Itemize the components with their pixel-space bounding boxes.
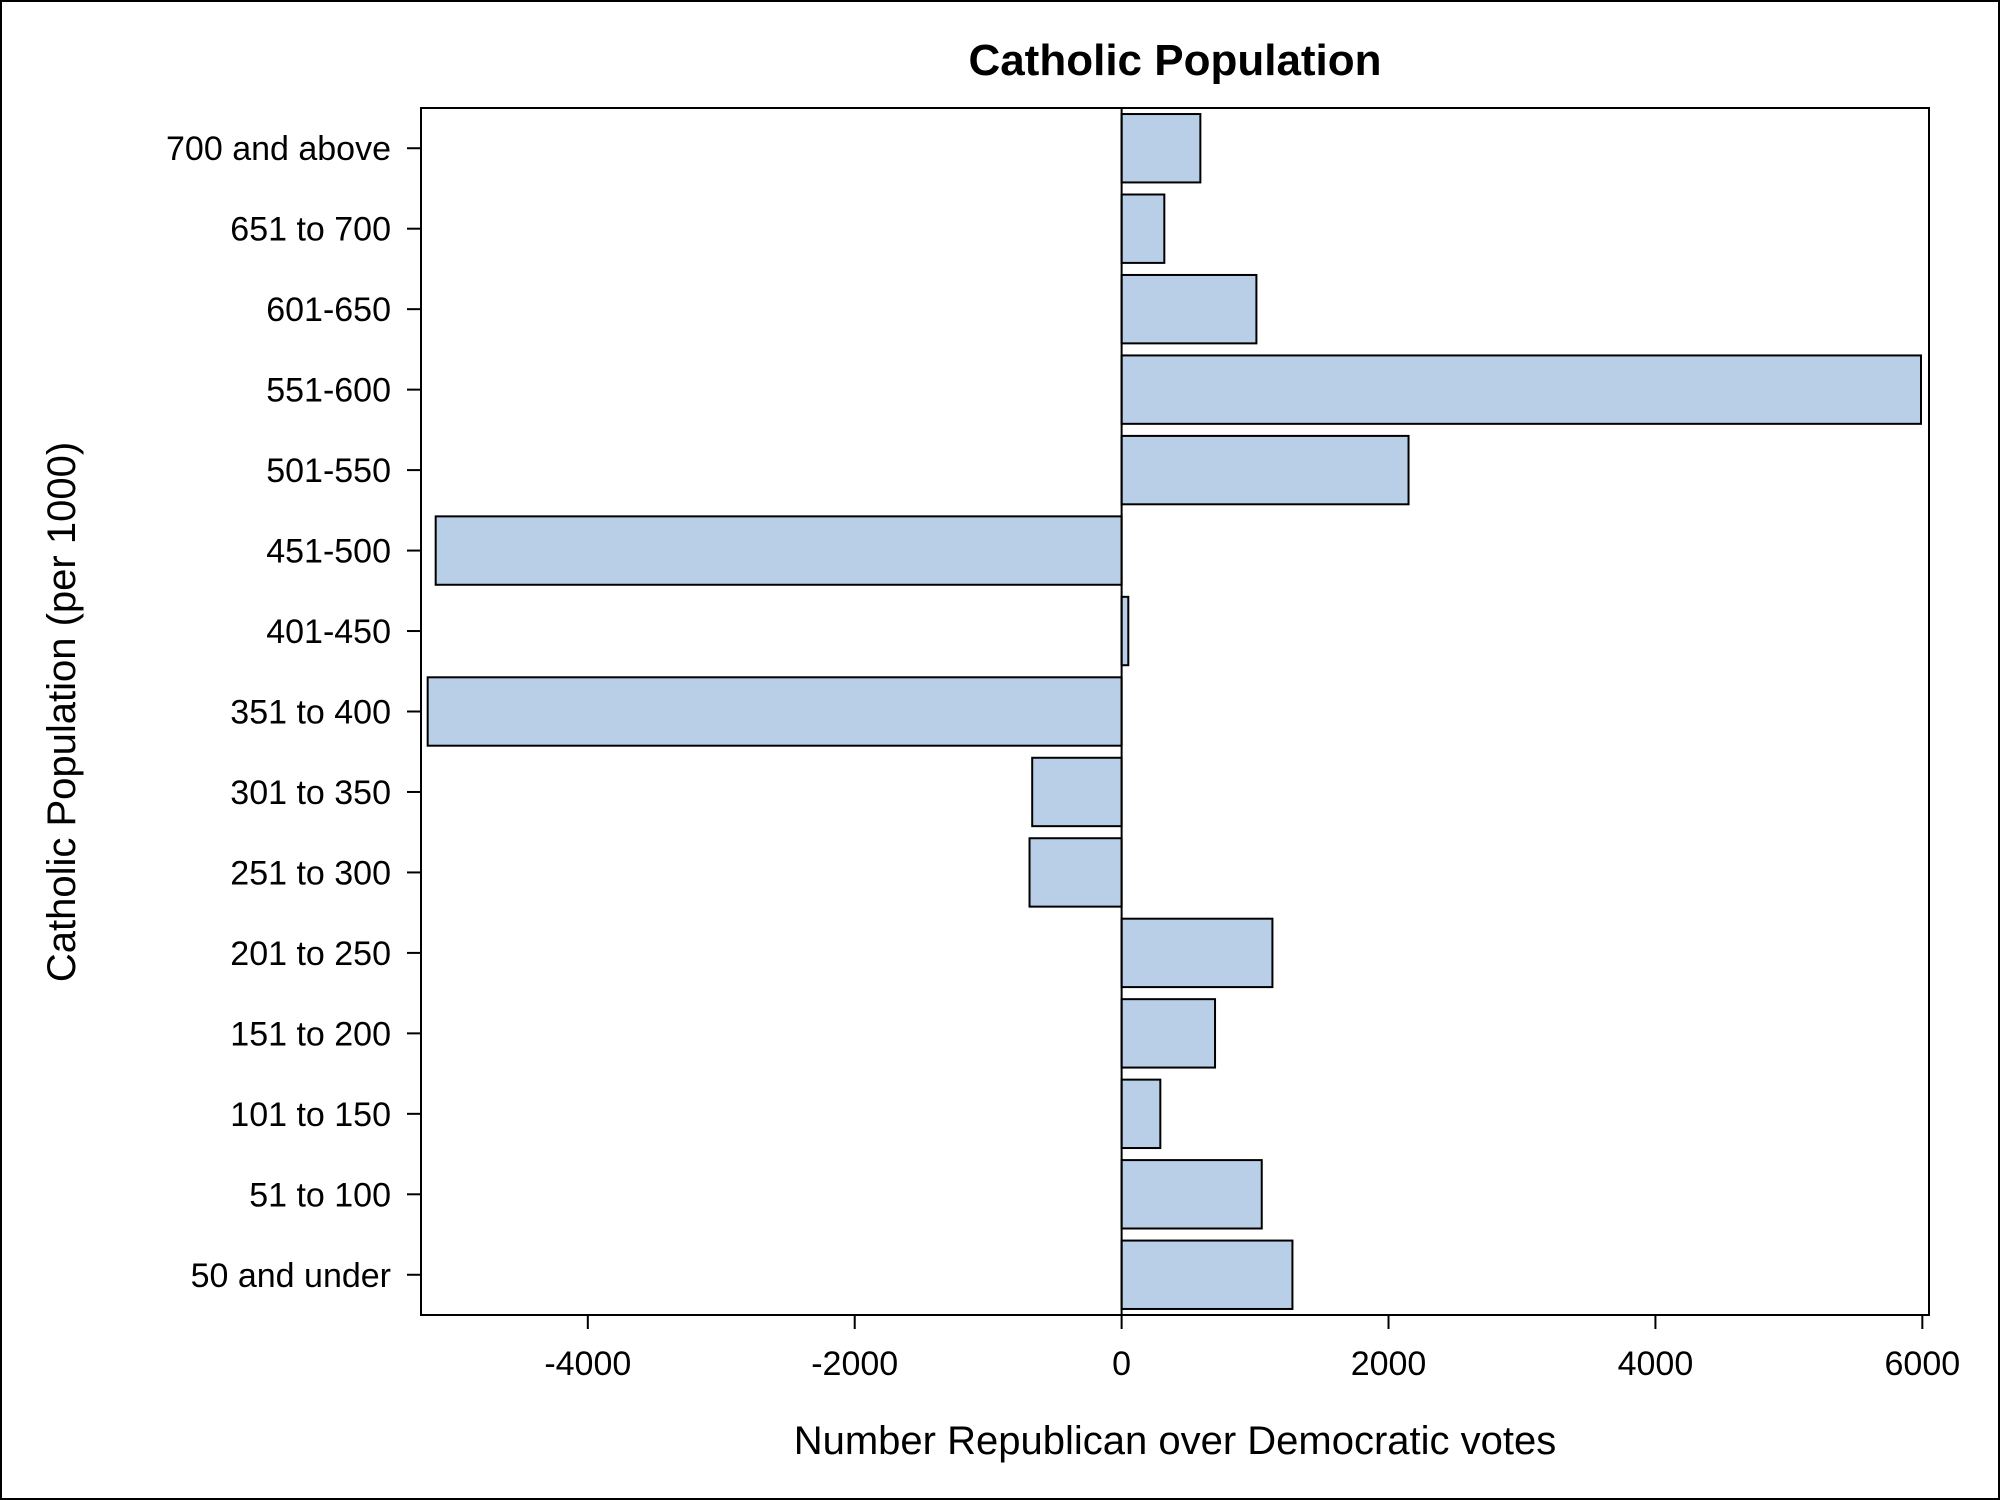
ticks-group: 700 and above 651 to 700 601-650 551-600 501… <box>166 130 1960 1383</box>
bar-13 <box>1120 1159 1263 1230</box>
bar-8 <box>1031 756 1123 828</box>
bar-4 <box>1120 434 1410 506</box>
y-tick-label-11: 151 to 200 <box>230 1015 391 1053</box>
bar-9 <box>1028 837 1123 908</box>
y-tick-label-5: 451-500 <box>266 533 391 571</box>
x-tick-label-5: 6000 <box>1885 1345 1961 1383</box>
y-tick-label-2: 601-650 <box>266 291 391 329</box>
bar-12 <box>1120 1078 1162 1150</box>
y-tick-label-10: 201 to 250 <box>230 935 391 973</box>
chart-title: Catholic Population <box>968 36 1381 85</box>
bars-group <box>426 113 1922 1310</box>
x-tick-label-4: 4000 <box>1618 1345 1694 1383</box>
bar-2 <box>1120 273 1258 345</box>
bar-7 <box>426 676 1123 747</box>
bar-1 <box>1120 193 1166 264</box>
bar-14 <box>1120 1239 1294 1310</box>
bar-0 <box>1120 113 1202 184</box>
x-tick-label-3: 2000 <box>1351 1345 1427 1383</box>
x-axis-label: Number Republican over Democratic votes <box>794 1419 1557 1463</box>
y-tick-label-6: 401-450 <box>266 613 391 651</box>
y-tick-label-0: 700 and above <box>166 130 391 168</box>
y-tick-label-3: 551-600 <box>266 372 391 410</box>
x-tick-label-2: 0 <box>1112 1345 1131 1383</box>
y-tick-label-9: 251 to 300 <box>230 854 391 892</box>
y-axis-label: Catholic Population (per 1000) <box>40 442 84 982</box>
y-tick-label-14: 50 and under <box>191 1257 391 1295</box>
bar-3 <box>1120 354 1922 425</box>
y-tick-label-8: 301 to 350 <box>230 774 391 812</box>
plot-area-frame <box>420 107 1930 1316</box>
y-tick-label-13: 51 to 100 <box>249 1176 391 1214</box>
bar-10 <box>1120 917 1274 989</box>
y-tick-label-7: 351 to 400 <box>230 694 391 732</box>
x-tick-label-1: -2000 <box>811 1345 898 1383</box>
y-tick-label-1: 651 to 700 <box>230 211 391 249</box>
y-tick-label-12: 101 to 150 <box>230 1096 391 1134</box>
bar-6 <box>1120 595 1130 667</box>
bar-5 <box>434 515 1123 586</box>
x-tick-label-0: -4000 <box>544 1345 631 1383</box>
y-tick-label-4: 501-550 <box>266 452 391 490</box>
bar-11 <box>1120 998 1217 1069</box>
